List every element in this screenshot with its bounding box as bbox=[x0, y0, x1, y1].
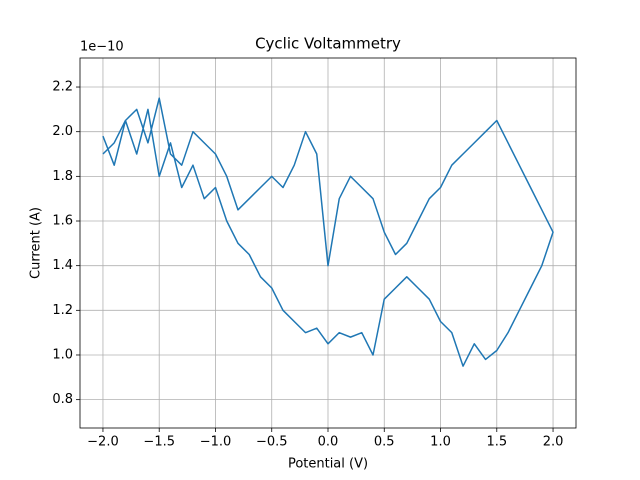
y-offset-text: 1e−10 bbox=[80, 40, 124, 55]
x-tick-label: −1.5 bbox=[143, 435, 175, 450]
x-tick-label: −1.0 bbox=[200, 435, 232, 450]
y-tick-label: 1.8 bbox=[52, 169, 73, 184]
x-tick-label: 0.5 bbox=[374, 435, 395, 450]
x-tick-label: 1.5 bbox=[486, 435, 507, 450]
y-tick-label: 2.0 bbox=[52, 124, 73, 139]
chart-title: Cyclic Voltammetry bbox=[255, 35, 401, 53]
data-line bbox=[102, 97, 554, 367]
x-axis-label: Potential (V) bbox=[288, 457, 368, 472]
x-tick-label: 2.0 bbox=[543, 435, 564, 450]
y-tick-label: 1.6 bbox=[52, 214, 73, 229]
x-tick-label: −0.5 bbox=[256, 435, 288, 450]
plot-frame bbox=[79, 57, 577, 429]
x-tick-label: 0.0 bbox=[318, 435, 339, 450]
y-axis-label: Current (A) bbox=[29, 207, 44, 279]
x-tick-label: −2.0 bbox=[87, 435, 119, 450]
y-tick-label: 1.0 bbox=[52, 347, 73, 362]
y-tick-label: 1.4 bbox=[52, 258, 73, 273]
y-tick-label: 1.2 bbox=[52, 303, 73, 318]
x-tick-label: 1.0 bbox=[430, 435, 451, 450]
y-tick-label: 0.8 bbox=[52, 392, 73, 407]
y-tick-label: 2.2 bbox=[52, 80, 73, 95]
